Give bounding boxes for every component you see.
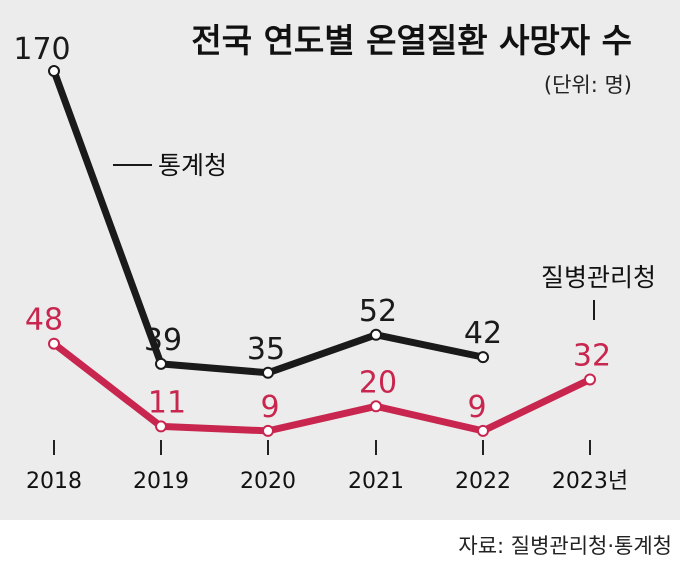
line-chart: 전국 연도별 온열질환 사망자 수 (단위: 명) 2018 2019 2020 20… <box>13 21 656 494</box>
x-tick-label-0: 2018 <box>26 469 82 494</box>
data-label-1-1: 11 <box>148 385 186 420</box>
data-point-0-1 <box>155 357 167 370</box>
chart-title: 전국 연도별 온열질환 사망자 수 <box>191 21 632 60</box>
series-line-1 <box>51 340 592 435</box>
data-point-0-3 <box>370 328 382 341</box>
data-label-1-5: 32 <box>573 338 611 373</box>
data-point-0-0 <box>48 65 60 78</box>
data-label-1-3: 20 <box>359 365 397 400</box>
data-label-0-1: 39 <box>144 323 182 358</box>
data-point-1-1 <box>155 420 167 433</box>
series-label-black: 통계청 <box>158 151 227 180</box>
data-label-0-4: 42 <box>464 316 502 351</box>
series-layer <box>48 65 596 437</box>
data-label-1-4: 9 <box>467 390 486 425</box>
source-text: 자료: 질병관리청·통계청 <box>458 534 672 558</box>
data-label-0-3: 52 <box>359 294 397 329</box>
x-tick-label-3: 2021 <box>348 469 404 494</box>
series-labels: 통계청 질병관리청 <box>113 151 656 320</box>
data-label-1-0: 48 <box>25 303 63 338</box>
data-point-1-2 <box>262 424 274 437</box>
series-label-red: 질병관리청 <box>541 263 656 292</box>
x-axis: 2018 2019 2020 2021 2022 2023년 <box>26 440 628 494</box>
data-point-0-4 <box>477 351 489 364</box>
data-label-1-2: 9 <box>260 390 279 425</box>
x-tick-label-4: 2022 <box>455 469 511 494</box>
data-label-0-0: 170 <box>13 32 70 67</box>
data-point-0-2 <box>262 366 274 379</box>
chart-area: 전국 연도별 온열질환 사망자 수 (단위: 명) 2018 2019 2020 20… <box>0 0 680 520</box>
data-point-1-3 <box>370 400 382 413</box>
source-footer: 자료: 질병관리청·통계청 <box>0 520 680 571</box>
x-tick-label-2: 2020 <box>240 469 296 494</box>
series-line-0 <box>50 69 484 377</box>
x-tick-label-1: 2019 <box>133 469 189 494</box>
data-label-0-2: 35 <box>247 332 285 367</box>
data-point-1-0 <box>48 337 60 350</box>
x-tick-label-5: 2023년 <box>552 469 628 494</box>
data-labels: 170 39 35 52 42 48 11 9 20 9 32 <box>13 32 611 425</box>
data-point-1-4 <box>477 424 489 437</box>
chart-subtitle: (단위: 명) <box>544 73 632 97</box>
data-point-1-5 <box>584 373 596 386</box>
